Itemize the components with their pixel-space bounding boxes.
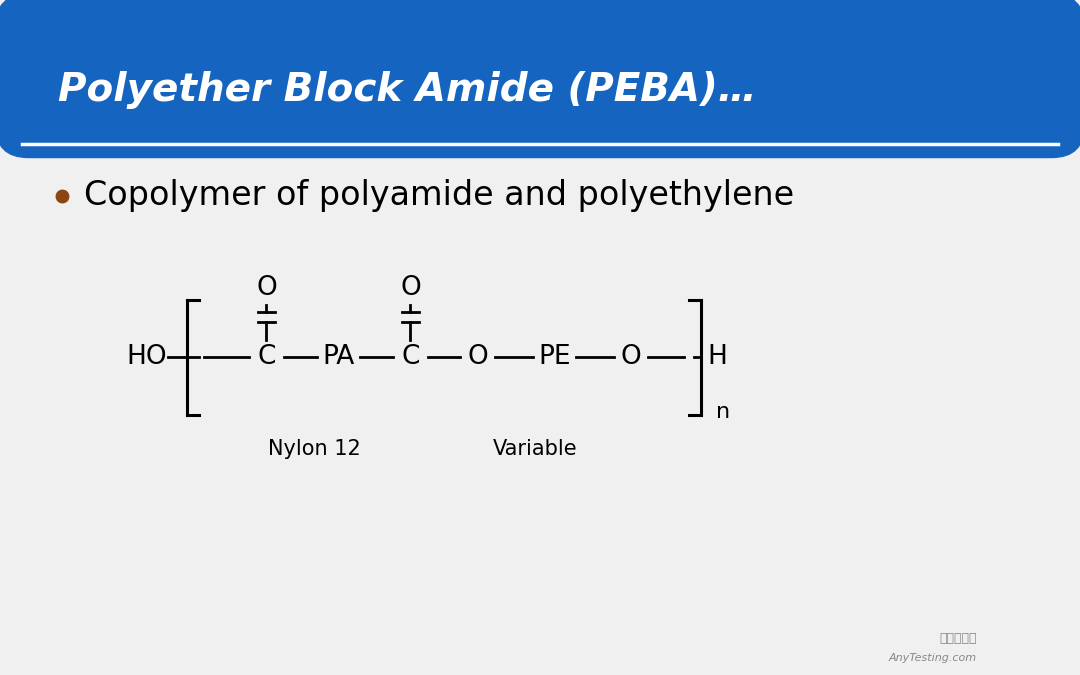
FancyBboxPatch shape — [0, 0, 1080, 158]
Text: C: C — [257, 344, 275, 371]
Text: PA: PA — [322, 344, 354, 371]
Text: Copolymer of polyamide and polyethylene: Copolymer of polyamide and polyethylene — [84, 180, 794, 212]
Text: O: O — [468, 344, 488, 371]
Text: HO: HO — [126, 344, 166, 371]
Text: O: O — [256, 275, 276, 301]
Text: n: n — [716, 402, 730, 423]
Text: AnyTesting.com: AnyTesting.com — [889, 653, 976, 663]
Text: 嘉峄检测网: 嘉峄检测网 — [940, 632, 976, 645]
Text: Variable: Variable — [492, 439, 578, 459]
Text: O: O — [621, 344, 642, 371]
Text: C: C — [402, 344, 420, 371]
Text: PE: PE — [538, 344, 570, 371]
Text: Nylon 12: Nylon 12 — [268, 439, 361, 459]
Text: H: H — [707, 344, 728, 371]
Text: O: O — [400, 275, 421, 301]
Text: Polyether Block Amide (PEBA)…: Polyether Block Amide (PEBA)… — [58, 71, 757, 109]
